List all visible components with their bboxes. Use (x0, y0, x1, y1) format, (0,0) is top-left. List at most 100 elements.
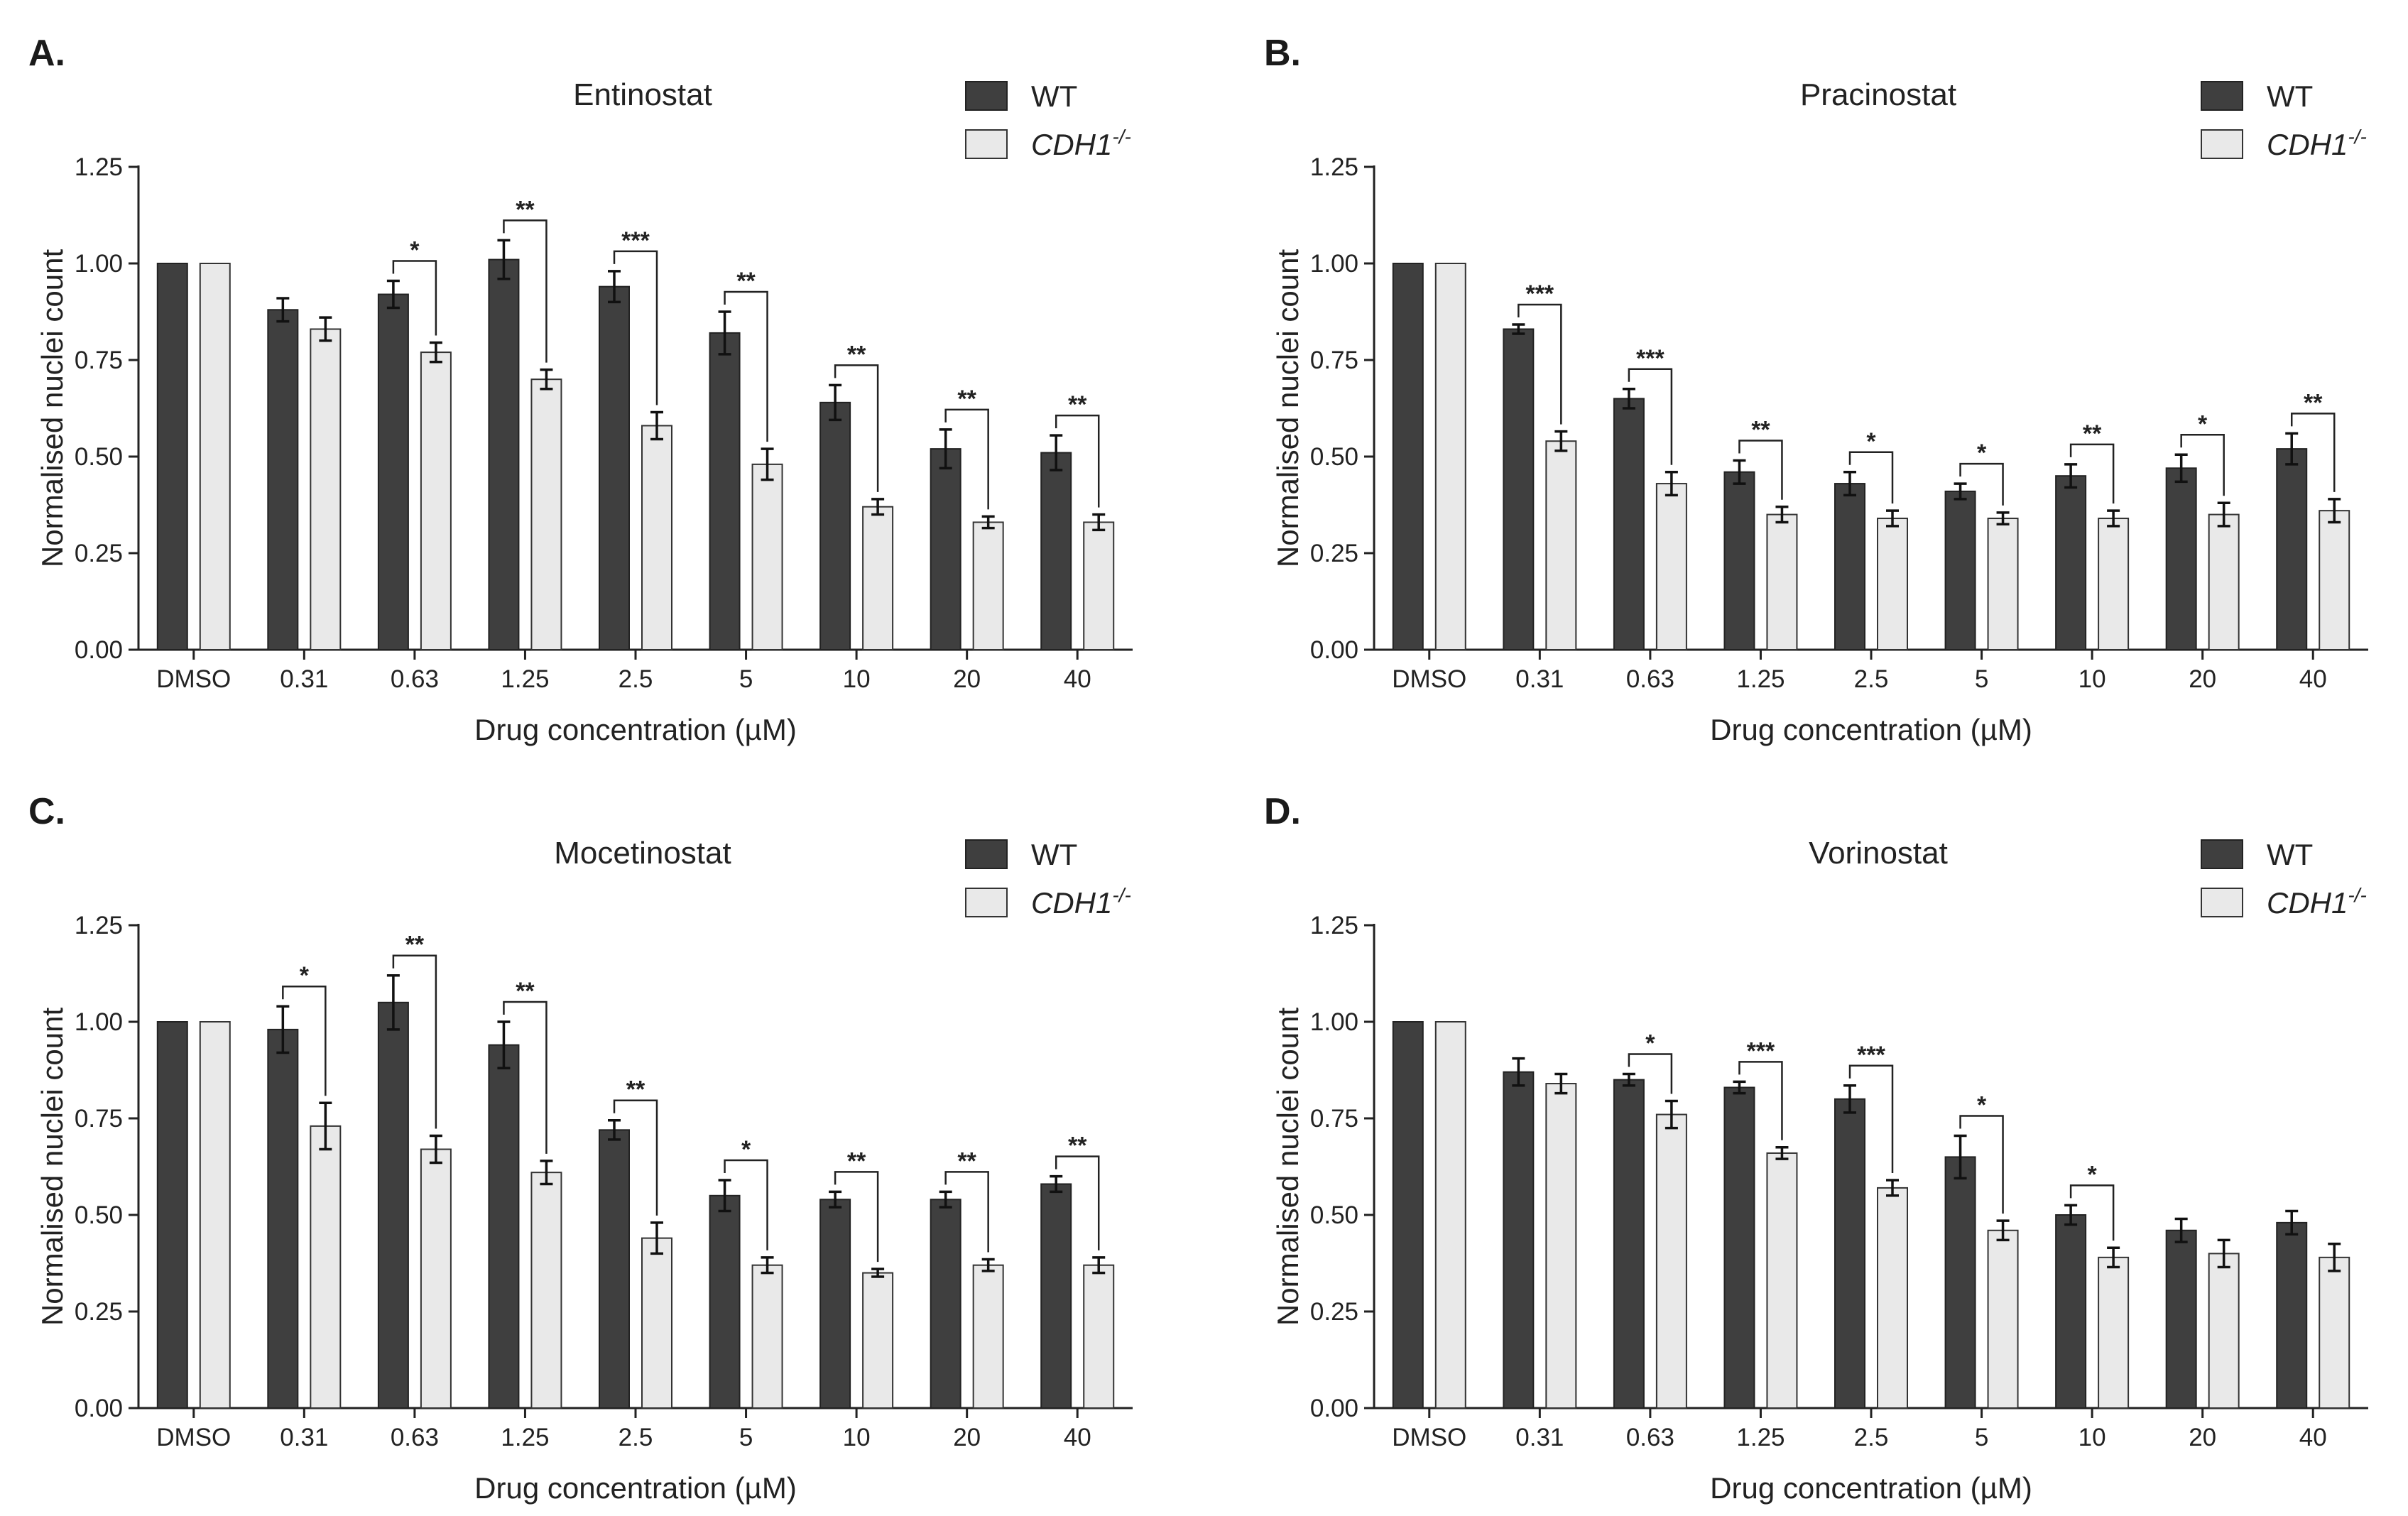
legend-ko-superscript: -/- (2348, 884, 2366, 906)
x-tick-label: 1.25 (501, 665, 549, 693)
y-tick-label: 0.00 (75, 1395, 123, 1422)
bar-ko (530, 1172, 562, 1409)
bar-wt (267, 1028, 299, 1409)
chart-title: Entinostat (573, 77, 712, 112)
significance-bracket (613, 250, 658, 405)
panel-d: D. Vorinostat WT CDH1-/- 0.00 0.25 0.50 0.75 1.0… (1236, 758, 2408, 1516)
x-tick-label: 10 (2079, 665, 2106, 693)
legend-wt-label: WT (1031, 838, 1077, 871)
significance-label: * (300, 962, 310, 989)
y-tick-label: 0.75 (75, 1105, 123, 1133)
bar-ko (1655, 1113, 1687, 1409)
bar-wt (377, 1001, 409, 1409)
y-tick-label: 1.25 (1310, 153, 1358, 181)
chart-vorinostat: D. Vorinostat WT CDH1-/- 0.00 0.25 0.50 0.75 1.0… (1264, 791, 2368, 1505)
significance-label: * (1977, 440, 1987, 467)
y-tick-label: 0.00 (75, 636, 123, 664)
x-tick-label: DMSO (156, 665, 231, 693)
legend-wt-swatch (965, 81, 1008, 111)
significance-label: ** (736, 268, 756, 295)
y-tick-label: 0.00 (1310, 1395, 1358, 1422)
significance-label: ** (957, 1147, 976, 1174)
significance-bracket (392, 260, 437, 336)
x-tick-label: 0.31 (280, 665, 328, 693)
panel-label: B. (1264, 33, 1301, 74)
legend-ko-label: CDH1-/- (1031, 126, 1131, 161)
significance-bracket (1055, 414, 1100, 508)
y-tick-label: 0.50 (1310, 1201, 1358, 1229)
significance-bracket (1055, 1155, 1100, 1250)
bar-ko (751, 463, 783, 650)
significance-label: ** (957, 386, 976, 413)
significance-label: ** (516, 978, 535, 1005)
bar-ko (1545, 1083, 1577, 1409)
bar-wt (156, 263, 188, 650)
panel-label: C. (28, 791, 65, 832)
y-tick-label: 0.25 (75, 540, 123, 567)
legend-ko-label: CDH1-/- (2267, 884, 2367, 920)
y-axis-label: Normalised nuclei count (1271, 1008, 1304, 1326)
bar-ko (1434, 263, 1466, 650)
bar-wt (1503, 1071, 1535, 1409)
y-tick-label: 0.25 (1310, 1298, 1358, 1326)
x-tick-label: 40 (2299, 665, 2327, 693)
x-tick-label: 2.5 (1854, 665, 1889, 693)
legend-wt-label: WT (2267, 838, 2313, 871)
bar-ko (2319, 510, 2350, 650)
bar-ko (862, 1272, 894, 1409)
x-tick-label: 20 (953, 665, 981, 693)
bar-ko (1987, 518, 2019, 650)
legend-wt-label: WT (1031, 80, 1077, 113)
significance-bracket (834, 364, 879, 492)
significance-label: * (1866, 428, 1876, 455)
chart-entinostat: A. Entinostat WT CDH1-/- 0.00 0.25 0.50 0.75 1.0… (28, 33, 1133, 746)
x-tick-label: 0.63 (1626, 665, 1674, 693)
significance-bracket (1738, 440, 1783, 500)
significance-label: * (2087, 1161, 2097, 1188)
bar-ko (972, 521, 1004, 650)
x-tick-label: 10 (843, 1424, 871, 1451)
legend-ko-swatch (965, 129, 1008, 159)
bar-wt (1834, 483, 1865, 651)
chart-pracinostat: B. Pracinostat WT CDH1-/- 0.00 0.25 0.50 0.75 1.… (1264, 33, 2368, 746)
significance-label: * (1977, 1091, 1987, 1118)
significance-label: * (410, 236, 420, 263)
significance-label: ** (847, 1147, 866, 1174)
bar-wt (1040, 452, 1072, 650)
x-tick-label: DMSO (1392, 1424, 1466, 1451)
significance-bracket (503, 1000, 547, 1154)
bar-wt (2055, 1214, 2087, 1409)
x-tick-label: 5 (1975, 665, 1988, 693)
bar-ko (1877, 1187, 1908, 1409)
y-tick-label: 1.00 (75, 250, 123, 278)
bar-ko (2208, 1253, 2240, 1409)
bar-wt (2276, 448, 2308, 650)
bar-wt (1392, 1021, 1424, 1409)
x-axis-label: Drug concentration (µM) (1710, 713, 2032, 746)
legend-ko-superscript: -/- (2348, 126, 2366, 148)
significance-bracket (1738, 1061, 1783, 1140)
x-tick-label: 2.5 (619, 665, 653, 693)
significance-bracket (724, 290, 768, 442)
x-tick-label: 1.25 (1736, 1424, 1785, 1451)
bar-ko (420, 351, 452, 650)
significance-label: ** (405, 932, 425, 959)
y-axis-label: Normalised nuclei count (36, 1008, 69, 1326)
bar-ko (1766, 513, 1798, 650)
chart-mocetinostat: C. Mocetinostat WT CDH1-/- 0.00 0.25 0.50 0.75 1… (28, 791, 1133, 1505)
panel-label: D. (1264, 791, 1301, 832)
panel-c: C. Mocetinostat WT CDH1-/- 0.00 0.25 0.50 0.75 1… (0, 758, 1204, 1516)
x-tick-label: 10 (2079, 1424, 2106, 1451)
bar-wt (1834, 1098, 1865, 1409)
significance-label: *** (1747, 1037, 1775, 1064)
significance-bracket (1848, 1064, 1894, 1174)
x-axis-label: Drug concentration (µM) (1710, 1471, 2032, 1505)
significance-label: *** (1525, 280, 1554, 307)
bar-ko (530, 378, 562, 650)
y-tick-label: 0.25 (75, 1298, 123, 1326)
significance-bracket (944, 1171, 989, 1253)
bar-wt (488, 1044, 520, 1409)
x-tick-label: 0.31 (280, 1424, 328, 1451)
significance-label: ** (847, 341, 866, 368)
bar-ko (862, 506, 894, 650)
